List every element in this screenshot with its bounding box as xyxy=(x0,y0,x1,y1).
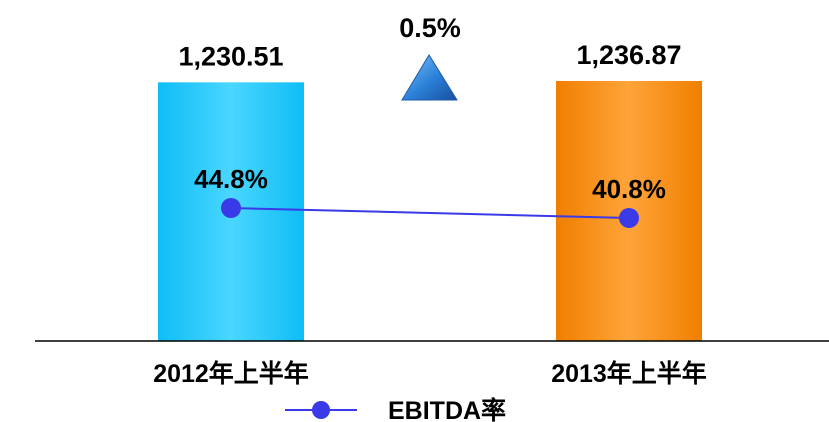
ebitda-value-label-2: 40.8% xyxy=(592,174,666,204)
ebitda-point-2 xyxy=(619,208,639,228)
ebitda-point-1 xyxy=(221,198,241,218)
bar-value-label-2: 1,236.87 xyxy=(576,40,681,70)
legend: EBITDA率 xyxy=(285,396,506,422)
line-layer xyxy=(221,198,639,228)
growth-annotation-label: 0.5% xyxy=(399,13,461,43)
x-tick-label-1: 2012年上半年 xyxy=(153,359,309,388)
ebitda-line xyxy=(230,207,630,219)
x-tick-label-2: 2013年上半年 xyxy=(551,359,707,388)
annotation-layer: 0.5% xyxy=(399,13,461,101)
ebitda-value-label-1: 44.8% xyxy=(194,164,268,194)
bar-value-label-1: 1,230.51 xyxy=(178,41,283,71)
labels-layer: 1,230.51 1,236.87 2012年上半年 2013年上半年 44.8% 40.… xyxy=(153,40,707,388)
up-triangle-icon xyxy=(401,54,458,101)
legend-marker xyxy=(312,401,330,419)
legend-label: EBITDA率 xyxy=(388,396,506,422)
